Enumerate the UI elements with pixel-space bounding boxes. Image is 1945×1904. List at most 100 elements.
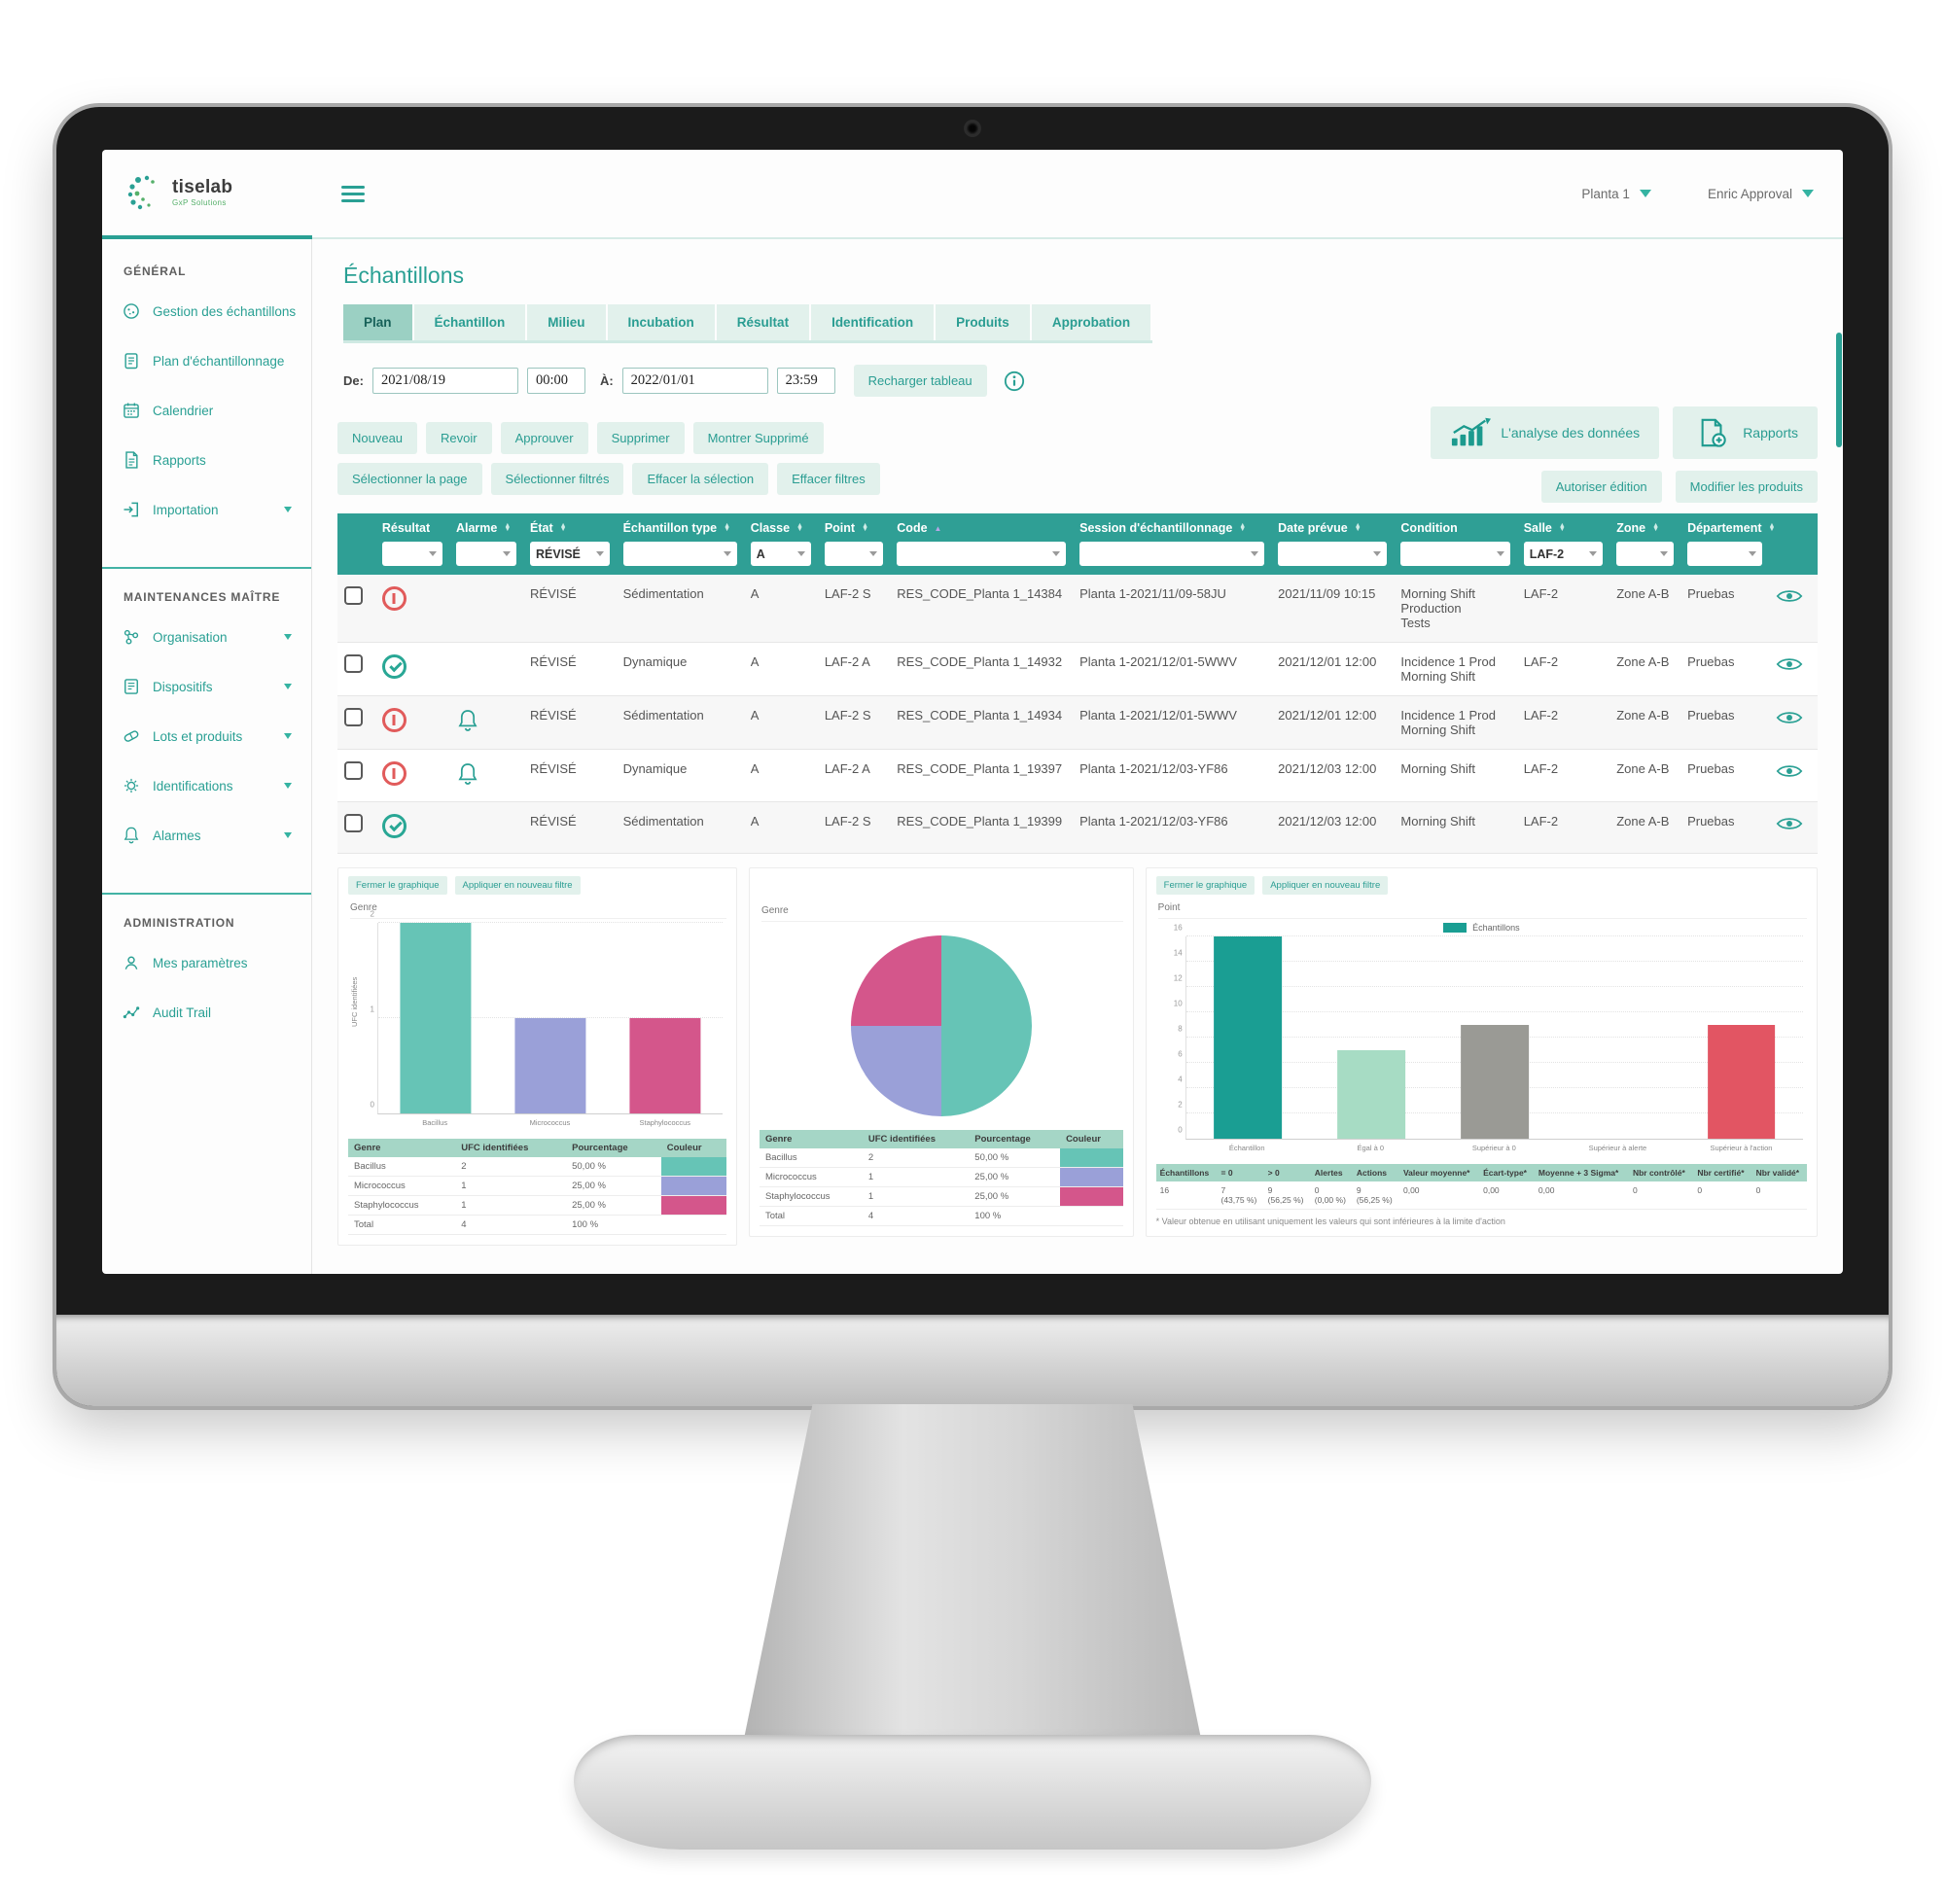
filter-resultat[interactable]	[381, 542, 442, 566]
tab-incubation[interactable]: Incubation	[607, 304, 717, 340]
sidebar-item-calendrier[interactable]: Calendrier	[122, 401, 298, 420]
alarm-bell-icon[interactable]	[456, 708, 479, 733]
filter-session-d-echantillonnage[interactable]	[1079, 542, 1265, 566]
selectionner-la-page-button[interactable]: Sélectionner la page	[337, 463, 482, 495]
sort-icon[interactable]: ▲ ▼	[1558, 522, 1566, 533]
row-checkbox[interactable]	[344, 814, 363, 832]
table-row[interactable]: RÉVISÉ Dynamique A LAF-2 A RES_CODE_Planta 1…	[337, 642, 1818, 696]
row-checkbox[interactable]	[344, 708, 363, 726]
nouveau-button[interactable]: Nouveau	[337, 422, 418, 454]
filter-code[interactable]	[897, 542, 1067, 566]
sidebar-item-mes-parametres[interactable]: Mes paramètres	[122, 953, 298, 972]
eye-icon[interactable]	[1776, 654, 1803, 674]
sort-icon[interactable]: ▲ ▼	[796, 522, 803, 533]
sidebar-item-alarmes[interactable]: Alarmes	[122, 826, 298, 845]
sidebar-item-identifications[interactable]: Identifications	[122, 776, 298, 795]
row-checkbox[interactable]	[344, 761, 363, 780]
sidebar-item-rapports[interactable]: Rapports	[122, 450, 298, 470]
tab-resultat[interactable]: Résultat	[716, 304, 812, 340]
reports-button[interactable]: Rapports	[1673, 406, 1818, 459]
filter-zone[interactable]	[1616, 542, 1675, 566]
bar-egal-a-0[interactable]	[1337, 1050, 1405, 1139]
eye-icon[interactable]	[1776, 586, 1803, 606]
bar-staphylococcus[interactable]	[629, 1018, 701, 1113]
sort-icon[interactable]: ▲ ▼	[724, 522, 731, 533]
close-chart-button[interactable]: Fermer le graphique	[348, 876, 447, 895]
eye-icon[interactable]	[1776, 814, 1803, 833]
table-row[interactable]: RÉVISÉ Sédimentation A LAF-2 S RES_CODE_Plan…	[337, 695, 1818, 750]
menu-hamburger-icon[interactable]	[341, 185, 365, 202]
sort-icon[interactable]: ▲ ▼	[504, 522, 512, 533]
sort-icon[interactable]: ▲ ▼	[559, 522, 567, 533]
sidebar-item-audit-trail[interactable]: Audit Trail	[122, 1003, 298, 1022]
bar-bacillus[interactable]	[400, 923, 472, 1113]
column-label: Classe ▲ ▼	[750, 521, 803, 535]
eye-icon[interactable]	[1776, 761, 1803, 781]
sort-icon[interactable]: ▲ ▼	[1768, 522, 1776, 533]
app-logo[interactable]: tiselab GxP Solutions	[125, 173, 232, 212]
filter-etat[interactable]: RÉVISÉ	[530, 542, 610, 566]
filter-salle[interactable]: LAF-2	[1523, 542, 1604, 566]
close-chart-button[interactable]: Fermer le graphique	[1155, 876, 1255, 895]
filter-alarme[interactable]	[455, 542, 517, 566]
modify-products-button[interactable]: Modifier les produits	[1675, 471, 1818, 503]
sidebar-item-dispositifs[interactable]: Dispositifs	[122, 677, 298, 696]
bar-echantillon[interactable]	[1214, 936, 1282, 1139]
row-checkbox[interactable]	[344, 654, 363, 673]
bar-superieur-a-0[interactable]	[1460, 1025, 1529, 1139]
sort-icon[interactable]: ▲ ▼	[1652, 522, 1660, 533]
sidebar-item-plan-d-echantillonnage[interactable]: Plan d'échantillonnage	[122, 351, 298, 370]
filter-date-prevue[interactable]	[1278, 542, 1388, 566]
data-analysis-button[interactable]: L'analyse des données	[1431, 406, 1660, 459]
tab-produits[interactable]: Produits	[936, 304, 1032, 340]
alarm-bell-icon[interactable]	[456, 761, 479, 787]
sidebar-item-importation[interactable]: Importation	[122, 500, 298, 519]
supprimer-button[interactable]: Supprimer	[596, 422, 685, 454]
filter-classe[interactable]: A	[750, 542, 811, 566]
scrollbar-thumb[interactable]	[1836, 333, 1842, 447]
col-select-all	[337, 513, 375, 575]
sort-icon[interactable]: ▲ ▼	[862, 522, 868, 533]
authorize-edit-button[interactable]: Autoriser édition	[1540, 471, 1662, 503]
bar-superieur-a-l-action[interactable]	[1707, 1025, 1776, 1139]
sidebar-item-gestion-des-echantillons[interactable]: Gestion des échantillons	[122, 301, 298, 321]
revoir-button[interactable]: Revoir	[426, 422, 492, 454]
apply-filter-button[interactable]: Appliquer en nouveau filtre	[454, 876, 581, 895]
to-date-input[interactable]	[621, 368, 768, 394]
filter-point[interactable]	[824, 542, 884, 566]
info-icon[interactable]	[1004, 370, 1025, 392]
bar-micrococcus[interactable]	[514, 1018, 586, 1113]
table-row[interactable]: RÉVISÉ Sédimentation A LAF-2 S RES_CODE_Plan…	[337, 801, 1818, 854]
filter-condition[interactable]	[1400, 542, 1510, 566]
montrer-supprime-button[interactable]: Montrer Supprimé	[692, 422, 824, 454]
eye-icon[interactable]	[1776, 708, 1803, 727]
tab-approbation[interactable]: Approbation	[1031, 304, 1153, 340]
cell-classe: A	[743, 575, 818, 643]
sort-icon[interactable]: ▲ ▼	[1354, 522, 1362, 533]
filter-echantillon-type[interactable]	[622, 542, 737, 566]
apply-filter-button[interactable]: Appliquer en nouveau filtre	[1262, 876, 1389, 895]
effacer-filtres-button[interactable]: Effacer filtres	[777, 463, 880, 495]
tab-milieu[interactable]: Milieu	[527, 304, 608, 340]
tab-plan[interactable]: Plan	[343, 304, 414, 340]
selectionner-filtres-button[interactable]: Sélectionner filtrés	[490, 463, 624, 495]
plant-selector[interactable]: Planta 1	[1581, 187, 1651, 201]
table-row[interactable]: RÉVISÉ Dynamique A LAF-2 A RES_CODE_Planta 1…	[337, 749, 1818, 802]
chevron-down-icon	[428, 551, 437, 556]
tab-echantillon[interactable]: Échantillon	[413, 304, 528, 340]
from-date-input[interactable]	[371, 368, 518, 394]
sidebar-item-lots-et-produits[interactable]: Lots et produits	[122, 726, 298, 746]
sidebar-item-organisation[interactable]: Organisation	[122, 627, 298, 647]
from-time-input[interactable]	[526, 368, 585, 394]
to-time-input[interactable]	[776, 368, 835, 394]
table-row[interactable]: RÉVISÉ Sédimentation A LAF-2 S RES_CODE_Plan…	[337, 575, 1818, 643]
user-menu[interactable]: Enric Approval	[1708, 187, 1814, 201]
reload-table-button[interactable]: Recharger tableau	[853, 365, 987, 397]
cell-classe: A	[743, 642, 818, 696]
approuver-button[interactable]: Approuver	[500, 422, 588, 454]
filter-departement[interactable]	[1687, 542, 1762, 566]
effacer-la-selection-button[interactable]: Effacer la sélection	[632, 463, 769, 495]
sort-icon[interactable]: ▲ ▼	[1239, 522, 1247, 533]
row-checkbox[interactable]	[344, 586, 363, 605]
tab-identification[interactable]: Identification	[811, 304, 937, 340]
